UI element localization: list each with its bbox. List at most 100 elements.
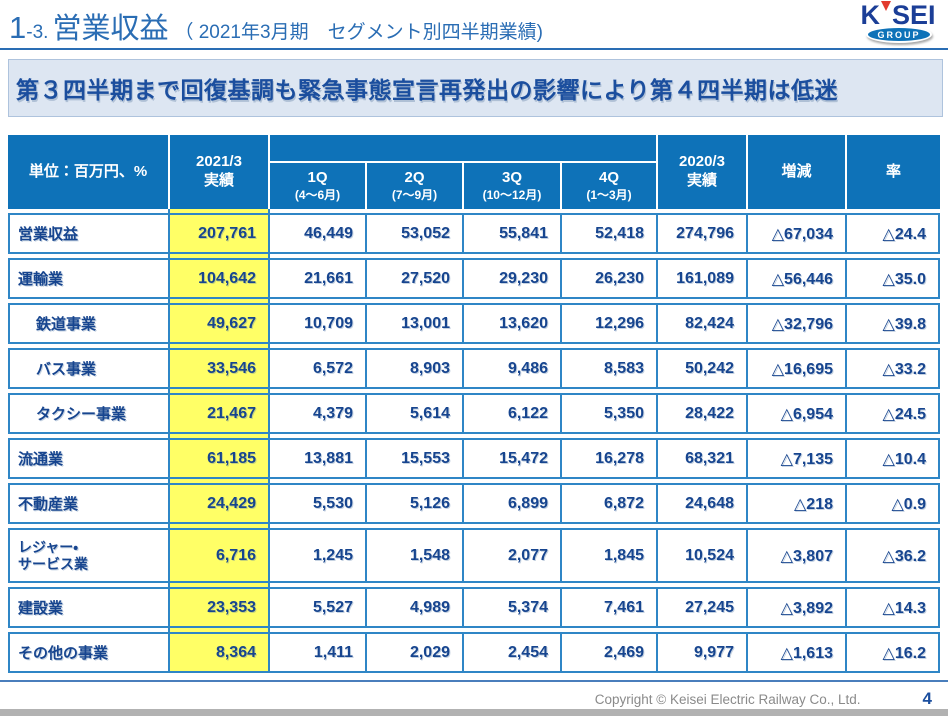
cell-value: △39.8	[845, 303, 940, 344]
cell-value: △14.3	[845, 587, 940, 628]
row-label: タクシー事業	[8, 393, 168, 434]
cell-value: 4,379	[268, 393, 365, 434]
cell-value: △6,954	[746, 393, 845, 434]
logo-wordmark: K SEI	[854, 1, 942, 29]
cell-value: 12,296	[560, 303, 656, 344]
cell-value: 10,524	[656, 528, 746, 583]
copyright-text: Copyright © Keisei Electric Railway Co.,…	[594, 692, 861, 707]
row-label: バス事業	[8, 348, 168, 389]
cell-value: 68,321	[656, 438, 746, 479]
title-divider	[0, 48, 948, 50]
cell-value: 1,548	[365, 528, 462, 583]
cell-value: △16.2	[845, 632, 940, 673]
cell-value: 49,627	[168, 303, 268, 344]
header-q4-months: (1～3月)	[586, 187, 632, 202]
page-number: 4	[922, 689, 932, 708]
cell-value: 274,796	[656, 213, 746, 254]
cell-value: 6,122	[462, 393, 560, 434]
cell-value: 8,583	[560, 348, 656, 389]
cell-value: 8,903	[365, 348, 462, 389]
header-q1: 1Q (4～6月)	[268, 161, 365, 209]
cell-value: 26,230	[560, 258, 656, 299]
header-q3-label: 3Q	[501, 169, 522, 187]
cell-value: 4,989	[365, 587, 462, 628]
keisei-group-logo: K SEI GROUP	[854, 1, 942, 46]
cell-value: 16,278	[560, 438, 656, 479]
header-q1-label: 1Q	[307, 169, 328, 187]
cell-value: 24,429	[168, 483, 268, 524]
cell-value: △0.9	[845, 483, 940, 524]
title-subtitle: （ 2021年3月期 セグメント別四半期業績)	[174, 22, 543, 43]
cell-value: △16,695	[746, 348, 845, 389]
cell-value: 2,454	[462, 632, 560, 673]
cell-value: 13,620	[462, 303, 560, 344]
row-label: 鉄道事業	[8, 303, 168, 344]
cell-value: 61,185	[168, 438, 268, 479]
cell-value: 1,411	[268, 632, 365, 673]
cell-value: △32,796	[746, 303, 845, 344]
cell-value: 27,520	[365, 258, 462, 299]
cell-value: 53,052	[365, 213, 462, 254]
cell-value: 29,230	[462, 258, 560, 299]
cell-value: △24.5	[845, 393, 940, 434]
cell-value: 50,242	[656, 348, 746, 389]
cell-value: 5,530	[268, 483, 365, 524]
row-label: 運輸業	[8, 258, 168, 299]
page-title: 1 -3. 営業収益（ 2021年3月期 セグメント別四半期業績)	[9, 5, 948, 47]
cell-value: 5,350	[560, 393, 656, 434]
cell-value: 27,245	[656, 587, 746, 628]
table-header: 単位：百万円、% 2021/3 実績 1Q (4～6月) 2Q (7～9月) 3…	[8, 135, 940, 209]
cell-value: 28,422	[656, 393, 746, 434]
cell-value: △35.0	[845, 258, 940, 299]
cell-value: 1,245	[268, 528, 365, 583]
cell-value: 7,461	[560, 587, 656, 628]
header-q4-label: 4Q	[598, 169, 619, 187]
header-unit-label: 単位：百万円、%	[28, 162, 148, 180]
cell-value: 104,642	[168, 258, 268, 299]
bottom-band	[0, 709, 948, 716]
cell-value: 10,709	[268, 303, 365, 344]
cell-value: 2,469	[560, 632, 656, 673]
header-quarters-spacer	[268, 135, 656, 161]
header-q3-months: (10～12月)	[482, 187, 542, 202]
title-bar: 1 -3. 営業収益（ 2021年3月期 セグメント別四半期業績) K SEI GRO…	[0, 0, 948, 48]
cell-value: 13,001	[365, 303, 462, 344]
header-q2: 2Q (7～9月)	[365, 161, 462, 209]
cell-value: 8,364	[168, 632, 268, 673]
title-section-number: 1	[9, 10, 27, 45]
cell-value: 5,374	[462, 587, 560, 628]
header-fy2021-actual: 2021/3 実績	[168, 135, 268, 209]
cell-value: 6,716	[168, 528, 268, 583]
cell-value: 33,546	[168, 348, 268, 389]
footer-divider	[0, 680, 948, 682]
cell-value: △56,446	[746, 258, 845, 299]
header-q2-months: (7～9月)	[391, 187, 438, 202]
header-q2-label: 2Q	[404, 169, 425, 187]
row-label: レジャー・ サービス業	[8, 528, 168, 583]
cell-value: △218	[746, 483, 845, 524]
cell-value: 13,881	[268, 438, 365, 479]
header-q1-months: (4～6月)	[294, 187, 341, 202]
cell-value: 2,029	[365, 632, 462, 673]
row-label: その他の事業	[8, 632, 168, 673]
row-label: 流通業	[8, 438, 168, 479]
cell-value: 52,418	[560, 213, 656, 254]
cell-value: 6,872	[560, 483, 656, 524]
group-badge: GROUP	[866, 26, 932, 43]
cell-value: 15,472	[462, 438, 560, 479]
cell-value: △24.4	[845, 213, 940, 254]
row-label: 建設業	[8, 587, 168, 628]
title-section-subnumber: -3.	[26, 22, 49, 43]
cell-value: △67,034	[746, 213, 845, 254]
header-fy2020-actual: 2020/3 実績	[656, 135, 746, 209]
cell-value: 21,661	[268, 258, 365, 299]
cell-value: 5,126	[365, 483, 462, 524]
headline-banner: 第３四半期まで回復基調も緊急事態宣言再発出の影響により第４四半期は低迷	[8, 59, 943, 117]
header-rate: 率	[845, 135, 940, 209]
cell-value: 46,449	[268, 213, 365, 254]
cell-value: 5,527	[268, 587, 365, 628]
cell-value: △36.2	[845, 528, 940, 583]
cell-value: 207,761	[168, 213, 268, 254]
cell-value: 161,089	[656, 258, 746, 299]
